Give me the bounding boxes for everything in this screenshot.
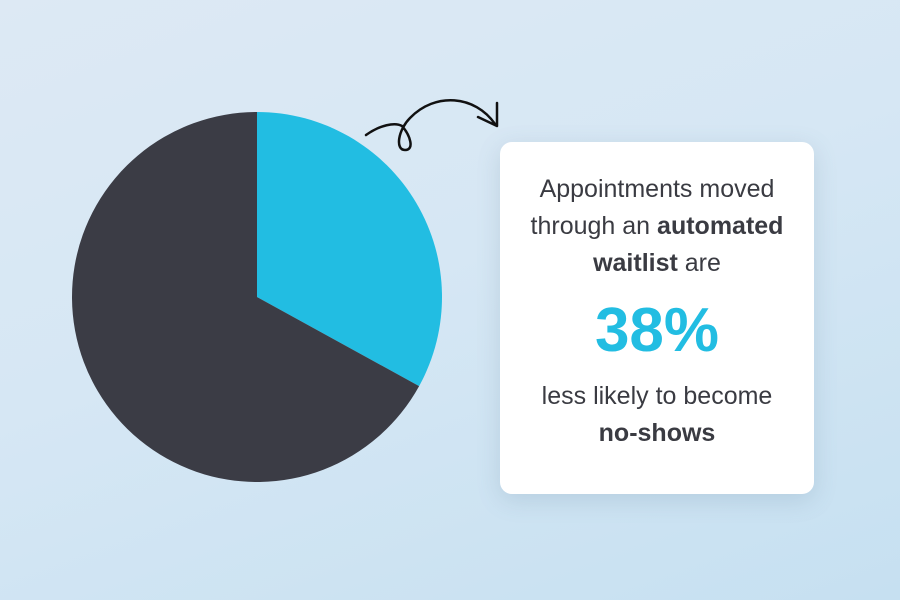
card-line-2: through an automated bbox=[500, 208, 814, 245]
card-line-1: Appointments moved bbox=[539, 175, 775, 203]
card-line-5: no-shows bbox=[500, 415, 814, 452]
emphasis: no-shows bbox=[598, 419, 716, 447]
stat-card: Appointments moved through an automated … bbox=[500, 142, 814, 494]
text: through an bbox=[530, 212, 658, 240]
text: are bbox=[677, 249, 721, 277]
stat-value: 38% bbox=[594, 296, 720, 365]
card-line-4: less likely to become bbox=[541, 382, 773, 410]
card-line-3: waitlist are bbox=[500, 245, 814, 282]
emphasis: waitlist bbox=[593, 249, 678, 277]
pie-slice-1 bbox=[71, 111, 420, 482]
pie-slice-0 bbox=[257, 112, 442, 387]
curly-arrow-icon bbox=[364, 98, 499, 152]
emphasis: automated bbox=[657, 212, 784, 240]
